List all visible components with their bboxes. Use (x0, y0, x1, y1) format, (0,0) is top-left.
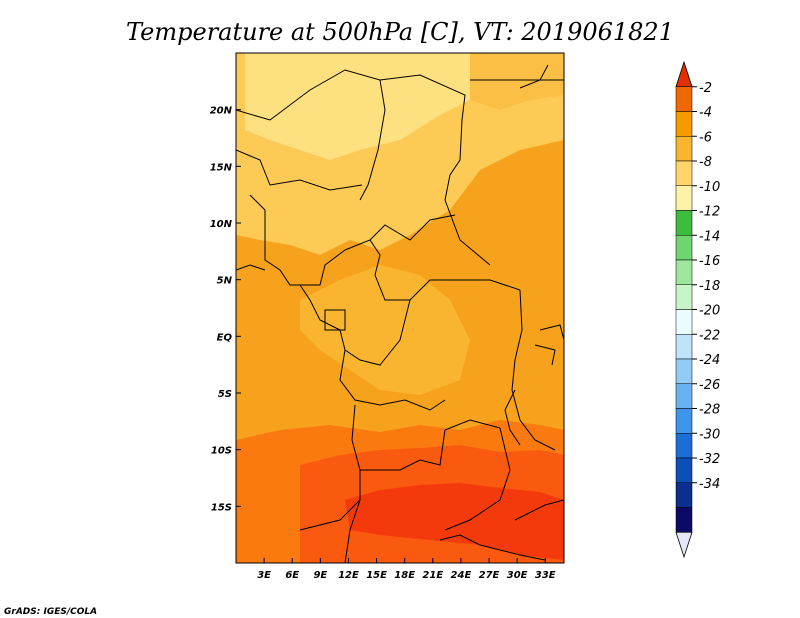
colorbar-swatch (675, 160, 693, 186)
x-tick-label: 30E (507, 570, 528, 581)
colorbar-label: -4 (699, 106, 712, 121)
colorbar-swatch (675, 111, 693, 137)
colorbar-swatch (675, 334, 693, 360)
colorbar-label: -26 (699, 378, 720, 393)
x-tick-label: 27E (479, 570, 500, 581)
colorbar-swatch (675, 408, 693, 434)
colorbar-swatch (675, 457, 693, 483)
colorbar-swatch (675, 507, 693, 533)
zone-north-east-lighter (470, 53, 564, 110)
colorbar-label: -16 (699, 254, 720, 269)
x-tick-label: 3E (257, 570, 271, 581)
y-tick-label: 10S (211, 446, 232, 457)
x-tick-label: 6E (285, 570, 299, 581)
colorbar-bottom-arrow (675, 531, 693, 559)
x-axis: 3E 6E 9E 12E 15E 18E 21E 24E 27E 30E 33E (257, 558, 556, 581)
colorbar-swatch (675, 259, 693, 285)
colorbar-swatch (675, 482, 693, 508)
x-tick-label: 12E (338, 570, 359, 581)
x-tick-label: 9E (313, 570, 327, 581)
colorbar-label: -18 (699, 279, 720, 294)
colorbar-label: -6 (699, 130, 712, 145)
x-tick-label: 15E (366, 570, 387, 581)
x-tick-label: 21E (422, 570, 443, 581)
y-tick-label: EQ (217, 332, 233, 343)
colorbar-swatch (675, 185, 693, 211)
y-tick-label: 10N (210, 219, 233, 230)
colorbar-swatch (675, 358, 693, 384)
colorbar-swatch (675, 284, 693, 310)
colorbar-swatch (675, 235, 693, 261)
colorbar-swatch (675, 136, 693, 162)
x-tick-label: 33E (535, 570, 556, 581)
y-axis: 20N 15N 10N 5N EQ 5S 10S 15S (210, 106, 241, 513)
colorbar-label: -2 (699, 81, 712, 96)
colorbar-swatch (675, 309, 693, 335)
colorbar: -2 -4 -6 -8 -10 -12 -14 -16 -18 -20 -22 -24 -26 -28 -3… (675, 60, 720, 559)
colorbar-label: -12 (699, 205, 720, 220)
colorbar-label: -10 (699, 180, 720, 195)
x-tick-label: 18E (394, 570, 415, 581)
colorbar-label: -30 (699, 427, 720, 442)
colorbar-swatch (675, 86, 693, 112)
colorbar-swatch (675, 210, 693, 236)
colorbar-swatch (675, 383, 693, 409)
map-frame (235, 52, 565, 564)
country-borders (236, 64, 564, 563)
colorbar-label: -22 (699, 328, 720, 343)
colorbar-label: -24 (699, 353, 720, 368)
x-tick-label: 24E (451, 570, 472, 581)
colorbar-label: -20 (699, 304, 720, 319)
colorbar-label: -34 (699, 477, 720, 492)
colorbar-swatch (675, 433, 693, 459)
credit-text: GrADS: IGES/COLA (4, 607, 97, 617)
colorbar-label: -14 (699, 229, 720, 244)
y-tick-label: 5S (218, 389, 232, 400)
colorbar-label: -28 (699, 403, 720, 418)
colorbar-top-arrow (675, 60, 693, 88)
y-tick-label: 15N (210, 162, 233, 173)
map-panel (236, 53, 564, 563)
zone-south-hottest (345, 483, 564, 560)
colorbar-label: -32 (699, 452, 720, 467)
y-tick-label: 15S (211, 502, 232, 513)
chart-title: Temperature at 500hPa [C], VT: 201906182… (126, 18, 674, 46)
y-tick-label: 5N (217, 276, 233, 287)
zone-north-lightest (245, 53, 470, 160)
colorbar-label: -8 (699, 155, 712, 170)
y-tick-label: 20N (210, 106, 233, 117)
